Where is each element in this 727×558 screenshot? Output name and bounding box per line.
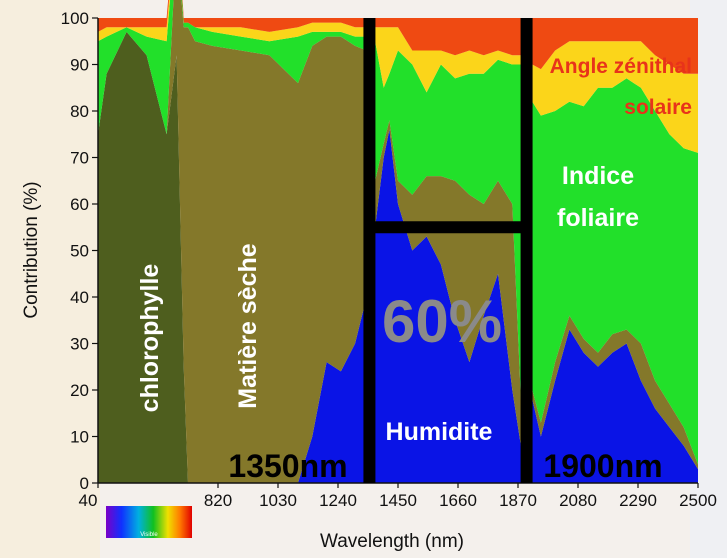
label-angle-zenithal: Angle zénithal [550, 55, 692, 78]
x-tick-label: 1660 [439, 491, 477, 510]
y-tick-label: 10 [70, 428, 89, 447]
visible-spectrum-legend: Visible [106, 506, 192, 538]
band-marker [363, 18, 533, 483]
x-tick-label: 1240 [319, 491, 357, 510]
y-tick-label: 30 [70, 335, 89, 354]
y-tick-label: 20 [70, 381, 89, 400]
x-tick-label: 1870 [499, 491, 537, 510]
area-reste [98, 0, 698, 79]
y-tick-label: 90 [70, 56, 89, 75]
plot-area [98, 0, 698, 484]
y-tick-label: 0 [80, 474, 89, 493]
marker-crossbar [369, 221, 527, 234]
annotations: chlorophylle Matière sèche Humidite Indi… [136, 55, 692, 484]
y-tick-label: 100 [61, 9, 89, 28]
label-1900nm: 1900nm [543, 448, 662, 484]
label-solaire: solaire [624, 96, 692, 119]
label-matiere-seche: Matière sèche [234, 243, 262, 408]
label-1350nm: 1350nm [228, 448, 347, 484]
x-tick-label: 1030 [259, 491, 297, 510]
y-axis-title: Contribution (%) [21, 181, 42, 318]
label-humidite: Humidite [386, 418, 493, 446]
x-tick-label: 820 [204, 491, 232, 510]
label-chlorophylle: chlorophylle [136, 264, 164, 413]
y-tick-label: 60 [70, 195, 89, 214]
area-matiere-seche [98, 0, 698, 483]
spectrum-label: Visible [140, 532, 158, 538]
x-axis-ticks: 40 820 1030 1240 1450 1660 1870 2080 2290 2500 [79, 483, 717, 510]
y-tick-label: 70 [70, 149, 89, 168]
label-foliaire: foliaire [557, 204, 639, 232]
x-tick-label: 1450 [379, 491, 417, 510]
spectrum-bar [106, 506, 192, 538]
marker-left-bar [363, 18, 376, 483]
area-humidite [98, 31, 698, 484]
x-tick-label: 2500 [679, 491, 717, 510]
area-angle-zenithal [98, 0, 698, 153]
label-indice: Indice [562, 162, 634, 190]
y-tick-label: 40 [70, 288, 89, 307]
x-axis-title: Wavelength (nm) [320, 531, 464, 552]
x-tick-label: 2290 [619, 491, 657, 510]
x-tick-label: 40 [79, 491, 98, 510]
y-axis-ticks: 0 10 20 30 40 50 60 70 80 90 100 [61, 9, 98, 493]
y-tick-label: 80 [70, 102, 89, 121]
marker-right-bar [520, 18, 533, 483]
area-chlorophylle [98, 31, 698, 484]
label-60-percent: 60% [382, 288, 502, 355]
area-indice-foliaire [98, 0, 698, 465]
y-tick-label: 50 [70, 242, 89, 261]
x-tick-label: 2080 [559, 491, 597, 510]
